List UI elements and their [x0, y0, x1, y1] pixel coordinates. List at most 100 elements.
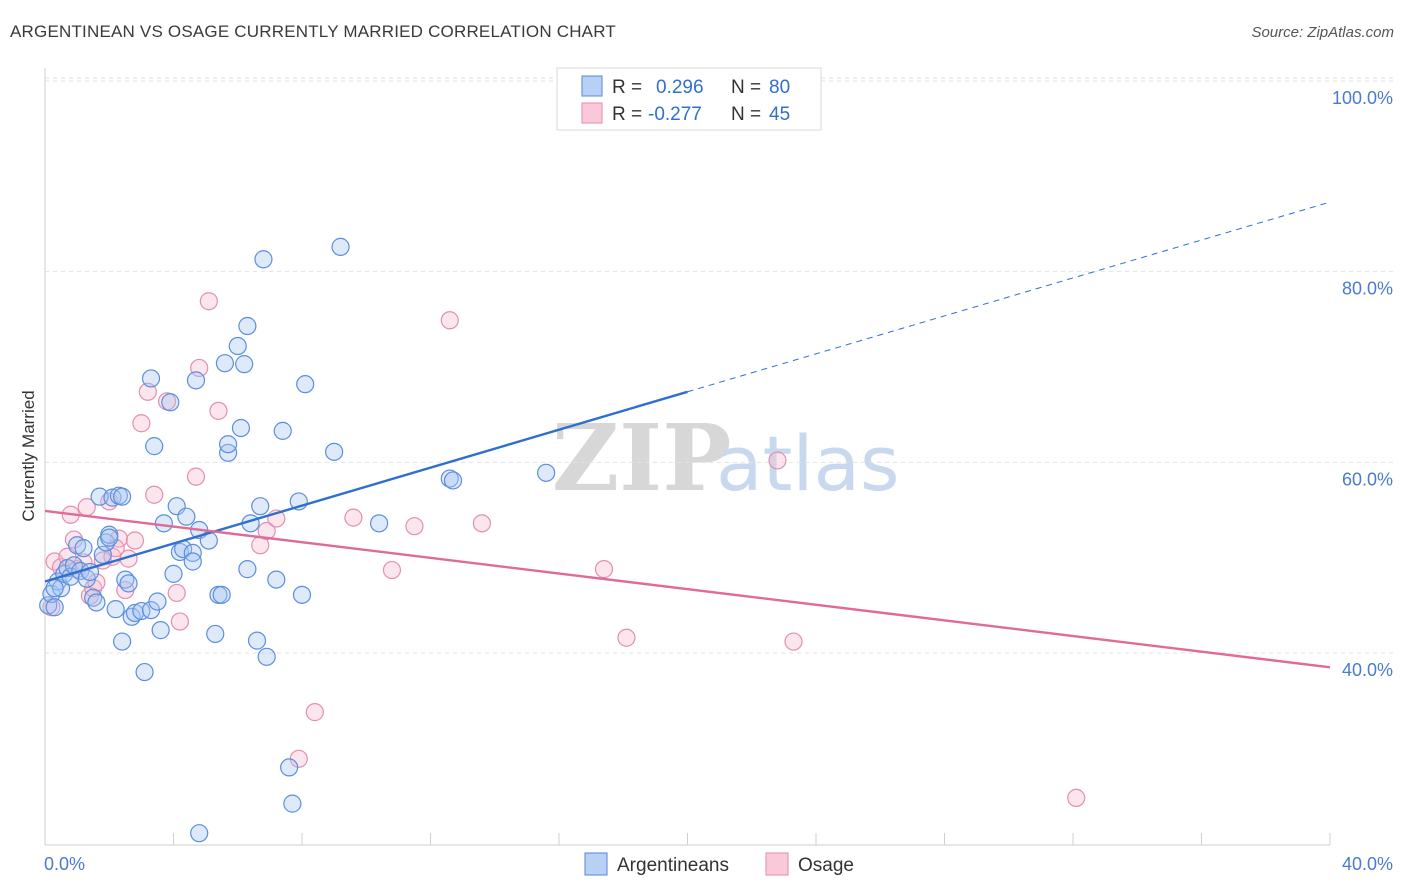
argentineans-point-60 — [247, 631, 267, 650]
argentineans-point-63 — [267, 570, 286, 589]
argentineans-point-66 — [283, 794, 302, 813]
osage-point-43 — [1067, 788, 1086, 808]
osage-point-23 — [167, 583, 186, 603]
argentineans-point-53 — [219, 435, 238, 454]
legend-r-value-1: 0.296 — [656, 77, 704, 98]
bottom-legend-label-osage: Osage — [798, 855, 854, 876]
osage-point-19 — [132, 414, 151, 433]
argentineans-point-78 — [251, 497, 270, 516]
argentineans-point-54 — [228, 336, 247, 356]
legend-swatch-argentineans — [581, 75, 603, 97]
argentineans-point-65 — [280, 758, 299, 777]
legend-r-label-1: R = — [612, 77, 642, 98]
osage-point-38 — [472, 514, 491, 533]
y-tick-label-0: 40.0% — [1342, 660, 1393, 680]
legend-r-value-2: -0.277 — [648, 104, 702, 125]
argentineans-point-20 — [103, 488, 122, 507]
argentineans-point-23 — [112, 632, 132, 651]
argentineans-point-61 — [254, 250, 273, 269]
argentineans-point-33 — [148, 592, 167, 611]
argentineans-point-71 — [331, 237, 350, 256]
argentineans-point-41 — [177, 507, 196, 526]
osage-point-27 — [199, 292, 218, 311]
argentineans-point-28 — [132, 601, 151, 621]
argentineans-point-62 — [257, 647, 276, 666]
argentineans-point-77 — [112, 487, 132, 506]
argentineans-point-70 — [325, 442, 344, 461]
argentineans-point-48 — [206, 624, 225, 644]
argentineans-point-55 — [231, 418, 251, 438]
watermark-zip: ZIP — [552, 404, 731, 512]
axes — [44, 68, 1331, 846]
argentineans-point-43 — [183, 552, 202, 571]
argentineans-point-11 — [74, 539, 93, 558]
osage-point-40 — [617, 628, 636, 647]
argentineans-point-34 — [151, 621, 170, 640]
bottom-legend-swatch-argentineans — [584, 852, 608, 876]
watermark-atlas: atlas — [716, 419, 900, 508]
osage-point-30 — [257, 521, 276, 541]
y-tick-labels: 40.0% 60.0% 80.0% 100.0% — [1332, 88, 1393, 680]
x-tick-label-max: 40.0% — [1342, 854, 1393, 874]
osage-point-25 — [186, 467, 206, 486]
argentineans-point-69 — [296, 375, 315, 394]
osage-point-34 — [344, 508, 363, 527]
argentineans-point-51 — [215, 354, 234, 373]
argentineans-point-73 — [440, 469, 459, 488]
argentineans-point-37 — [164, 564, 183, 583]
legend-r-label-2: R = — [612, 104, 642, 125]
argentineans-point-44 — [186, 371, 206, 390]
chart-source: Source: ZipAtlas.com — [1251, 24, 1394, 41]
argentineans-point-15 — [87, 593, 106, 612]
osage-point-18 — [125, 531, 145, 550]
argentineans-point-57 — [238, 316, 257, 336]
argentineans-point-25 — [119, 574, 138, 593]
osage-point-11 — [87, 573, 106, 592]
y-tick-label-3: 100.0% — [1332, 88, 1393, 108]
y-tick-label-2: 80.0% — [1342, 279, 1393, 299]
argentineans-points — [39, 237, 556, 843]
x-tick-label-min: 0.0% — [44, 854, 85, 874]
osage-point-41 — [768, 451, 787, 470]
argentineans-point-2 — [45, 598, 64, 617]
argentineans-point-76 — [45, 579, 64, 598]
legend-swatch-osage — [581, 102, 603, 124]
argentineans-trend-line — [44, 390, 688, 583]
legend-n-label-2: N = — [731, 104, 761, 125]
osage-point-39 — [594, 560, 614, 579]
argentineans-point-64 — [273, 421, 292, 440]
argentineans-point-39 — [170, 542, 190, 562]
legend-n-value-1: 80 — [769, 77, 790, 98]
bottom-legend-label-argentineans: Argentineans — [617, 855, 729, 876]
bottom-legend: Argentineans Osage — [584, 852, 854, 876]
bottom-legend-swatch-osage — [765, 852, 789, 876]
argentineans-point-68 — [292, 585, 312, 604]
osage-point-36 — [405, 517, 424, 536]
argentineans-point-35 — [154, 514, 173, 533]
argentineans-point-50 — [212, 585, 231, 604]
osage-point-37 — [440, 311, 459, 330]
stats-legend: R = 0.296 N = 80 R = -0.277 N = 45 — [556, 67, 822, 131]
osage-point-33 — [305, 703, 324, 722]
osage-point-42 — [784, 632, 803, 651]
argentineans-point-56 — [235, 355, 254, 374]
osage-trend-line — [44, 509, 1331, 669]
y-tick-label-1: 60.0% — [1342, 469, 1393, 489]
argentineans-trend-extension — [687, 201, 1331, 393]
trend-lines — [44, 201, 1331, 669]
argentineans-point-31 — [141, 369, 161, 388]
argentineans-point-36 — [161, 393, 180, 412]
argentineans-point-29 — [135, 662, 154, 682]
y-axis-label: Currently Married — [19, 390, 38, 521]
argentineans-point-74 — [443, 471, 463, 490]
argentineans-point-32 — [145, 437, 164, 456]
argentineans-point-72 — [370, 514, 389, 533]
legend-n-value-2: 45 — [769, 104, 790, 125]
argentineans-point-16 — [90, 487, 109, 506]
osage-point-28 — [209, 401, 228, 420]
argentineans-point-58 — [238, 560, 257, 579]
legend-n-label-1: N = — [731, 77, 761, 98]
argentineans-point-21 — [106, 600, 125, 619]
argentineans-point-46 — [190, 824, 209, 843]
